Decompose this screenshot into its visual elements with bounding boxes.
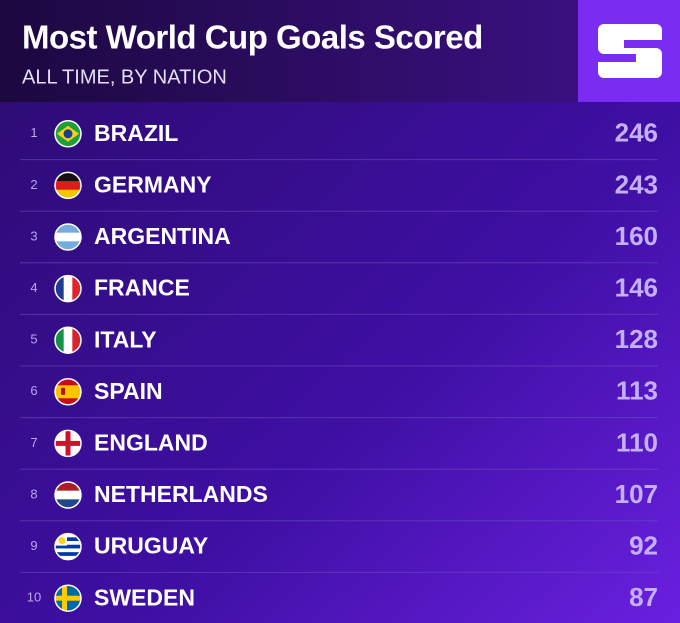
goals: 87 xyxy=(629,582,658,612)
goals: 107 xyxy=(615,479,658,509)
rank: 1 xyxy=(30,125,37,140)
flag-stripe xyxy=(55,181,81,191)
flag-stripe xyxy=(55,548,81,553)
goals: 160 xyxy=(615,221,658,251)
flag-stripe xyxy=(55,537,81,542)
goals: 146 xyxy=(615,272,658,302)
nation: BRAZIL xyxy=(94,120,178,146)
row: 9 URUGUAY 92 xyxy=(20,530,658,573)
flag-emblem xyxy=(61,387,65,395)
flag-outline xyxy=(54,274,82,303)
flag-stripe xyxy=(55,275,64,302)
flag-outline xyxy=(54,532,82,561)
nation: FRANCE xyxy=(94,275,190,301)
flag-stripe xyxy=(63,275,73,302)
nation: URUGUAY xyxy=(94,533,208,559)
nation: SPAIN xyxy=(94,378,163,404)
flag-stripe xyxy=(55,385,81,393)
row: 10 SWEDEN 87 xyxy=(27,582,658,612)
flag xyxy=(55,224,81,250)
flag-stripe xyxy=(55,327,64,354)
flag-stripe xyxy=(55,544,81,549)
flag-stripe xyxy=(55,552,81,557)
flag-outline xyxy=(54,584,82,612)
flag-stripe xyxy=(63,327,73,354)
flag-outline xyxy=(54,429,82,458)
row: 2 GERMANY 243 xyxy=(20,169,658,212)
nation: ARGENTINA xyxy=(94,223,231,249)
flag-outline xyxy=(54,171,82,200)
row: 3 ARGENTINA 160 xyxy=(20,221,658,264)
flag-stripe xyxy=(55,555,81,560)
row: 1 BRAZIL 246 xyxy=(20,118,658,161)
row: 4 FRANCE 146 xyxy=(20,272,658,315)
goals: 110 xyxy=(616,427,658,457)
flag-stripe xyxy=(55,482,81,491)
flag-stripe xyxy=(55,391,81,399)
nation: ITALY xyxy=(94,326,157,352)
flag-stripe xyxy=(55,499,81,508)
flag xyxy=(55,378,81,405)
rank: 5 xyxy=(30,332,37,347)
goals: 128 xyxy=(615,324,658,354)
rank: 8 xyxy=(30,486,37,501)
flag xyxy=(55,275,81,302)
rank: 4 xyxy=(30,280,37,295)
flag-stripe xyxy=(55,224,81,233)
flag-stripe xyxy=(55,378,81,386)
subtitle: ALL TIME, BY NATION xyxy=(22,66,227,88)
row: 7 ENGLAND 110 xyxy=(20,427,658,470)
row: 6 SPAIN 113 xyxy=(20,376,658,419)
flag-outline xyxy=(54,223,82,251)
rank: 7 xyxy=(30,435,37,450)
flag-stripe xyxy=(55,490,81,500)
flag-emblem xyxy=(58,537,66,545)
flag-stripe xyxy=(55,172,81,182)
flag-outline xyxy=(54,481,82,509)
row: 8 NETHERLANDS 107 xyxy=(20,479,658,522)
nation: GERMANY xyxy=(94,171,212,197)
rank: 3 xyxy=(30,228,37,243)
nation: ENGLAND xyxy=(94,429,208,455)
flag-outline xyxy=(54,378,82,406)
flag-stripe xyxy=(72,327,81,354)
flag-stripe xyxy=(55,232,81,242)
flag xyxy=(55,482,81,508)
rank: 9 xyxy=(30,538,37,553)
flag-stripe xyxy=(55,533,81,538)
flag-emblem xyxy=(55,595,81,601)
goals: 92 xyxy=(629,530,658,560)
header-band xyxy=(0,0,578,102)
rank: 10 xyxy=(27,590,41,605)
row: 5 ITALY 128 xyxy=(20,324,658,367)
flag-stripe xyxy=(55,398,81,405)
flag-emblem xyxy=(65,430,71,457)
title: Most World Cup Goals Scored xyxy=(22,19,483,56)
rank: 2 xyxy=(30,177,37,192)
flag-outline xyxy=(54,120,82,148)
flag xyxy=(55,172,81,199)
flag-outline xyxy=(54,326,82,354)
nation: SWEDEN xyxy=(94,584,195,610)
flag-stripe xyxy=(55,541,81,546)
goals: 113 xyxy=(616,376,658,406)
logo xyxy=(598,24,662,78)
rows: 1 BRAZIL 246 2 GERMANY 243 3 ARGENTINA 160 4 FRANC… xyxy=(20,118,658,612)
rank: 6 xyxy=(30,383,37,398)
goals: 243 xyxy=(615,169,658,199)
flag-stripe xyxy=(55,189,81,199)
nation: NETHERLANDS xyxy=(94,481,268,507)
flag-stripe xyxy=(55,241,81,250)
flag-stripe xyxy=(72,275,81,302)
flag-emblem xyxy=(63,129,73,139)
goals: 246 xyxy=(615,118,658,148)
flag xyxy=(55,327,81,354)
flag-emblem xyxy=(62,585,67,612)
